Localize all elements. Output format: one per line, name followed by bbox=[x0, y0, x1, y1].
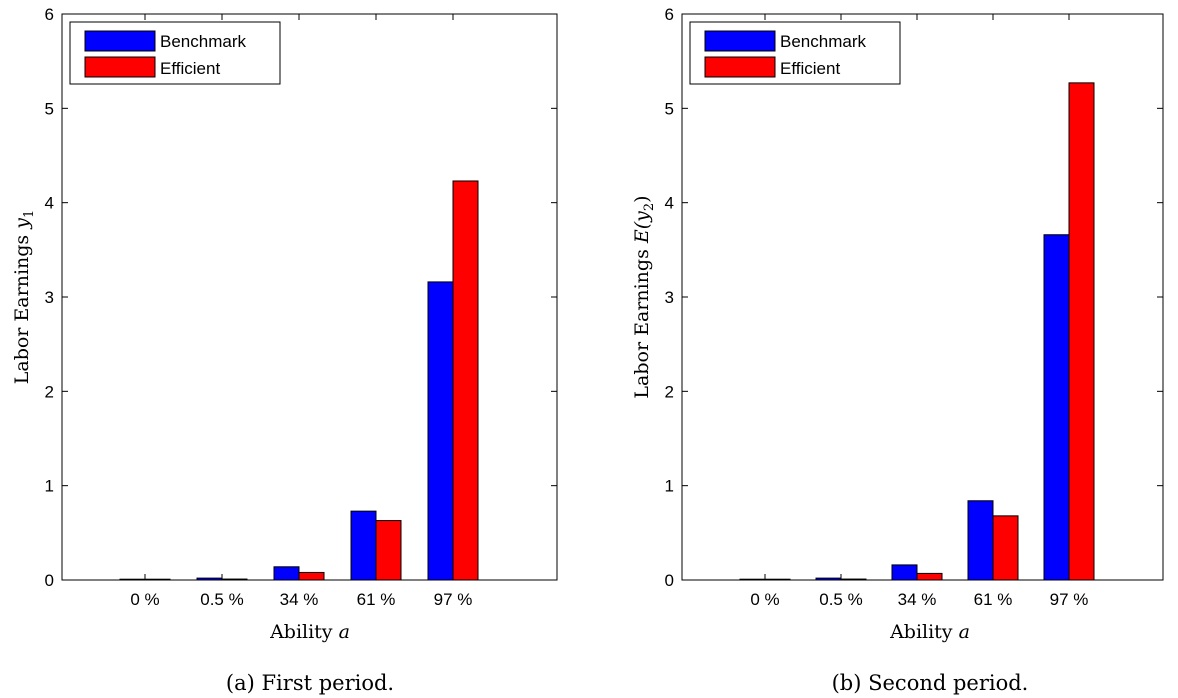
y-tick-label: 2 bbox=[45, 382, 54, 401]
bar-benchmark-3 bbox=[350, 510, 377, 581]
bar-efficient-1 bbox=[840, 578, 867, 581]
bar-benchmark-0 bbox=[119, 578, 146, 581]
bar-efficient-0 bbox=[764, 578, 791, 581]
chart-panel-first-period: 0 1 2 3 4 5 6 0 % 0.5 % 34 % 61 % 97 % Ability a L… bbox=[11, 5, 558, 695]
legend-swatch-benchmark bbox=[704, 30, 776, 52]
y-tick-label: 4 bbox=[665, 194, 674, 213]
x-tick-label: 0 % bbox=[130, 590, 159, 609]
bar-efficient-1 bbox=[221, 578, 248, 581]
bars bbox=[739, 82, 1095, 581]
bar-benchmark-2 bbox=[273, 566, 300, 581]
panel-caption: (a) First period. bbox=[226, 671, 394, 695]
legend-swatch-efficient bbox=[84, 56, 156, 78]
bar-benchmark-0 bbox=[739, 578, 766, 581]
x-axis-label: Ability a bbox=[889, 621, 970, 643]
bar-benchmark-1 bbox=[196, 577, 223, 581]
x-tick-label: 61 % bbox=[357, 590, 396, 609]
bar-efficient-4 bbox=[1068, 82, 1095, 581]
x-tick-label: 0 % bbox=[750, 590, 779, 609]
y-tick-label: 0 bbox=[665, 571, 674, 590]
legend-label-benchmark: Benchmark bbox=[780, 32, 866, 51]
y-tick-label: 6 bbox=[45, 5, 54, 24]
bar-benchmark-4 bbox=[427, 281, 454, 581]
y-tick-label: 3 bbox=[45, 288, 54, 307]
panel-caption: (b) Second period. bbox=[832, 671, 1029, 695]
bars bbox=[119, 180, 479, 581]
bar-benchmark-4 bbox=[1043, 234, 1070, 581]
bar-efficient-2 bbox=[298, 571, 325, 581]
bar-benchmark-3 bbox=[967, 500, 994, 581]
x-axis-label: Ability a bbox=[269, 621, 350, 643]
y-tick-label: 4 bbox=[45, 194, 54, 213]
legend-label-benchmark: Benchmark bbox=[160, 32, 246, 51]
y-tick-label: 0 bbox=[45, 571, 54, 590]
bar-benchmark-1 bbox=[815, 577, 842, 581]
x-axis-ticks: 0 % 0.5 % 34 % 61 % 97 % bbox=[130, 14, 472, 609]
x-tick-label: 34 % bbox=[280, 590, 319, 609]
bar-efficient-3 bbox=[992, 515, 1019, 581]
y-tick-label: 1 bbox=[665, 477, 674, 496]
y-tick-label: 5 bbox=[665, 99, 674, 118]
x-tick-label: 97 % bbox=[1050, 590, 1089, 609]
y-tick-label: 5 bbox=[45, 99, 54, 118]
x-tick-label: 0.5 % bbox=[819, 590, 862, 609]
y-tick-label: 6 bbox=[665, 5, 674, 24]
y-tick-label: 1 bbox=[45, 477, 54, 496]
chart-panel-second-period: 0 1 2 3 4 5 6 0 % 0.5 % 34 % 61 % 97 % Ability a L… bbox=[631, 5, 1164, 695]
y-axis-label: Labor Earnings E(y2) bbox=[631, 195, 657, 398]
legend: Benchmark Efficient bbox=[689, 21, 901, 85]
y-axis-ticks: 0 1 2 3 4 5 6 bbox=[45, 5, 557, 590]
x-axis-ticks: 0 % 0.5 % 34 % 61 % 97 % bbox=[750, 14, 1088, 609]
bar-efficient-3 bbox=[375, 520, 402, 581]
bar-efficient-4 bbox=[452, 180, 479, 581]
legend-label-efficient: Efficient bbox=[780, 59, 840, 78]
bar-benchmark-2 bbox=[891, 564, 918, 581]
y-tick-label: 3 bbox=[665, 288, 674, 307]
legend-swatch-efficient bbox=[704, 56, 776, 78]
plot-frame bbox=[61, 13, 558, 581]
y-axis-label: Labor Earnings y1 bbox=[11, 210, 37, 384]
x-tick-label: 97 % bbox=[434, 590, 473, 609]
legend: Benchmark Efficient bbox=[69, 21, 281, 85]
y-tick-label: 2 bbox=[665, 382, 674, 401]
x-tick-label: 34 % bbox=[898, 590, 937, 609]
bar-efficient-0 bbox=[144, 578, 171, 581]
x-tick-label: 0.5 % bbox=[200, 590, 243, 609]
x-tick-label: 61 % bbox=[974, 590, 1013, 609]
legend-label-efficient: Efficient bbox=[160, 59, 220, 78]
legend-swatch-benchmark bbox=[84, 30, 156, 52]
y-axis-ticks: 0 1 2 3 4 5 6 bbox=[665, 5, 1163, 590]
bar-efficient-2 bbox=[916, 572, 943, 581]
